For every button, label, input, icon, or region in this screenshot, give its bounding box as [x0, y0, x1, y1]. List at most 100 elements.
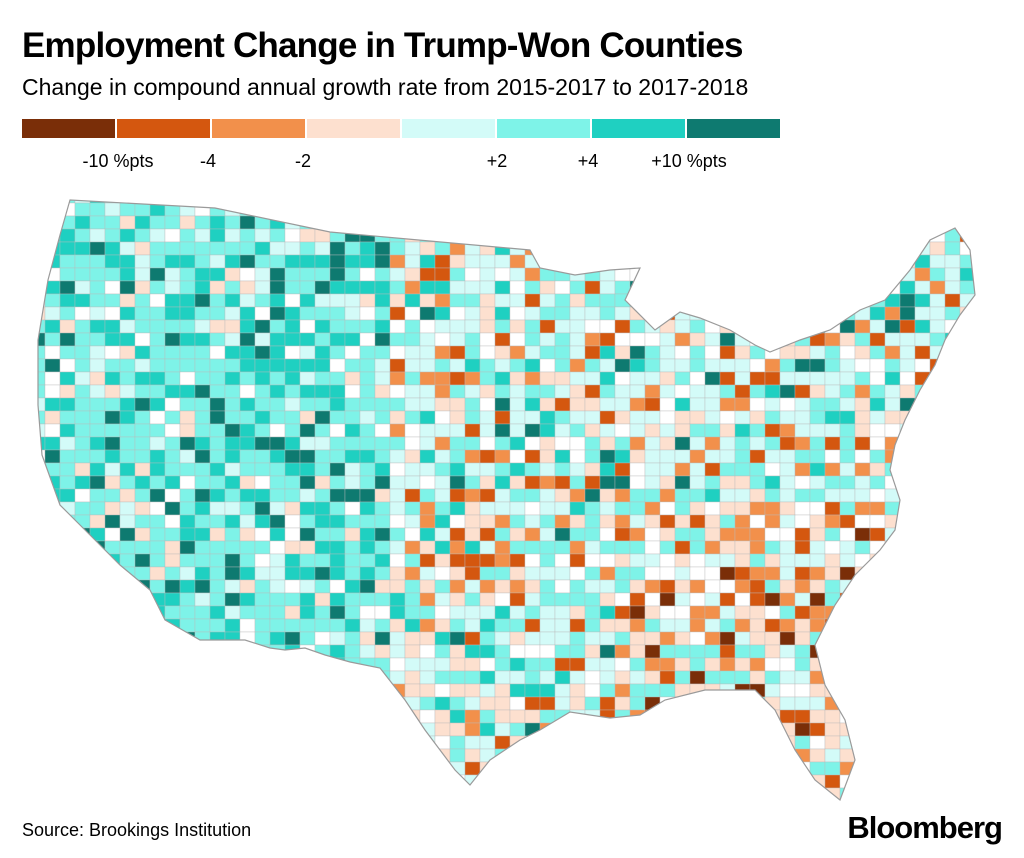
county-cell [389, 371, 406, 386]
county-cell [839, 254, 856, 269]
county-cell [254, 306, 271, 321]
county-cell [254, 579, 271, 594]
county-cell [869, 202, 886, 217]
county-cell [599, 748, 616, 763]
county-cell [554, 345, 571, 360]
county-cell [89, 228, 106, 243]
county-cell [524, 423, 541, 438]
county-cell [269, 358, 286, 373]
county-cell [719, 540, 736, 555]
county-cell [329, 280, 346, 295]
county-cell [344, 605, 361, 620]
county-cell [44, 644, 61, 659]
county-cell [119, 449, 136, 464]
county-cell [494, 306, 511, 321]
county-cell [689, 280, 706, 295]
county-cell [104, 553, 121, 568]
county-cell [269, 644, 286, 659]
county-cell [764, 306, 781, 321]
county-cell [164, 501, 181, 516]
county-cell [839, 475, 856, 490]
county-cell [419, 501, 436, 516]
county-cell [374, 267, 391, 282]
county-cell [584, 501, 601, 516]
county-cell [524, 748, 541, 763]
county-cell [824, 215, 841, 230]
county-cell [689, 345, 706, 360]
county-cell [524, 436, 541, 451]
county-cell [959, 735, 975, 750]
county-cell [119, 397, 136, 412]
county-cell [959, 579, 975, 594]
county-cell [929, 397, 946, 412]
county-cell [554, 683, 571, 698]
county-cell [509, 345, 526, 360]
county-cell [434, 761, 451, 776]
county-cell [134, 462, 151, 477]
county-cell [569, 670, 586, 685]
county-cell [944, 774, 961, 789]
county-cell [614, 592, 631, 607]
county-cell [524, 514, 541, 529]
county-cell [104, 501, 121, 516]
county-cell [419, 358, 436, 373]
county-cell [854, 748, 871, 763]
county-cell [974, 449, 975, 464]
county-cell [449, 306, 466, 321]
county-cell [74, 215, 91, 230]
county-cell [449, 293, 466, 308]
county-cell [554, 267, 571, 282]
county-cell [224, 410, 241, 425]
county-cell [464, 397, 481, 412]
county-cell [194, 709, 211, 724]
county-cell [239, 618, 256, 633]
county-cell [944, 748, 961, 763]
county-cell [914, 722, 931, 737]
county-cell [434, 709, 451, 724]
county-cell [134, 553, 151, 568]
county-cell [464, 358, 481, 373]
county-cell [344, 774, 361, 789]
county-cell [509, 254, 526, 269]
county-cell [959, 345, 975, 360]
county-cell [119, 774, 136, 789]
county-cell [629, 657, 646, 672]
county-cell [734, 488, 751, 503]
county-cell [284, 488, 301, 503]
county-cell [929, 566, 946, 581]
county-cell [764, 631, 781, 646]
county-cell [509, 384, 526, 399]
county-cell [644, 501, 661, 516]
county-cell [644, 228, 661, 243]
county-cell [119, 475, 136, 490]
county-cell [434, 657, 451, 672]
county-cell [584, 397, 601, 412]
county-cell [914, 748, 931, 763]
county-cell [149, 384, 166, 399]
county-cell [569, 449, 586, 464]
county-cell [104, 449, 121, 464]
county-cell [389, 709, 406, 724]
county-cell [359, 319, 376, 334]
county-cell [299, 332, 316, 347]
county-cell [404, 540, 421, 555]
county-cell [584, 436, 601, 451]
county-cell [749, 748, 766, 763]
county-cell [899, 631, 916, 646]
county-cell [449, 540, 466, 555]
county-cell [59, 774, 76, 789]
county-cell [839, 215, 856, 230]
county-cell [479, 267, 496, 282]
county-cell [299, 657, 316, 672]
county-cell [240, 801, 255, 810]
county-cell [44, 397, 61, 412]
county-cell [104, 657, 121, 672]
county-cell [674, 215, 691, 230]
county-cell [89, 397, 106, 412]
county-cell [149, 200, 166, 204]
county-cell [194, 215, 211, 230]
county-cell [149, 228, 166, 243]
county-cell [554, 371, 571, 386]
county-cell [809, 605, 826, 620]
county-cell [419, 267, 436, 282]
